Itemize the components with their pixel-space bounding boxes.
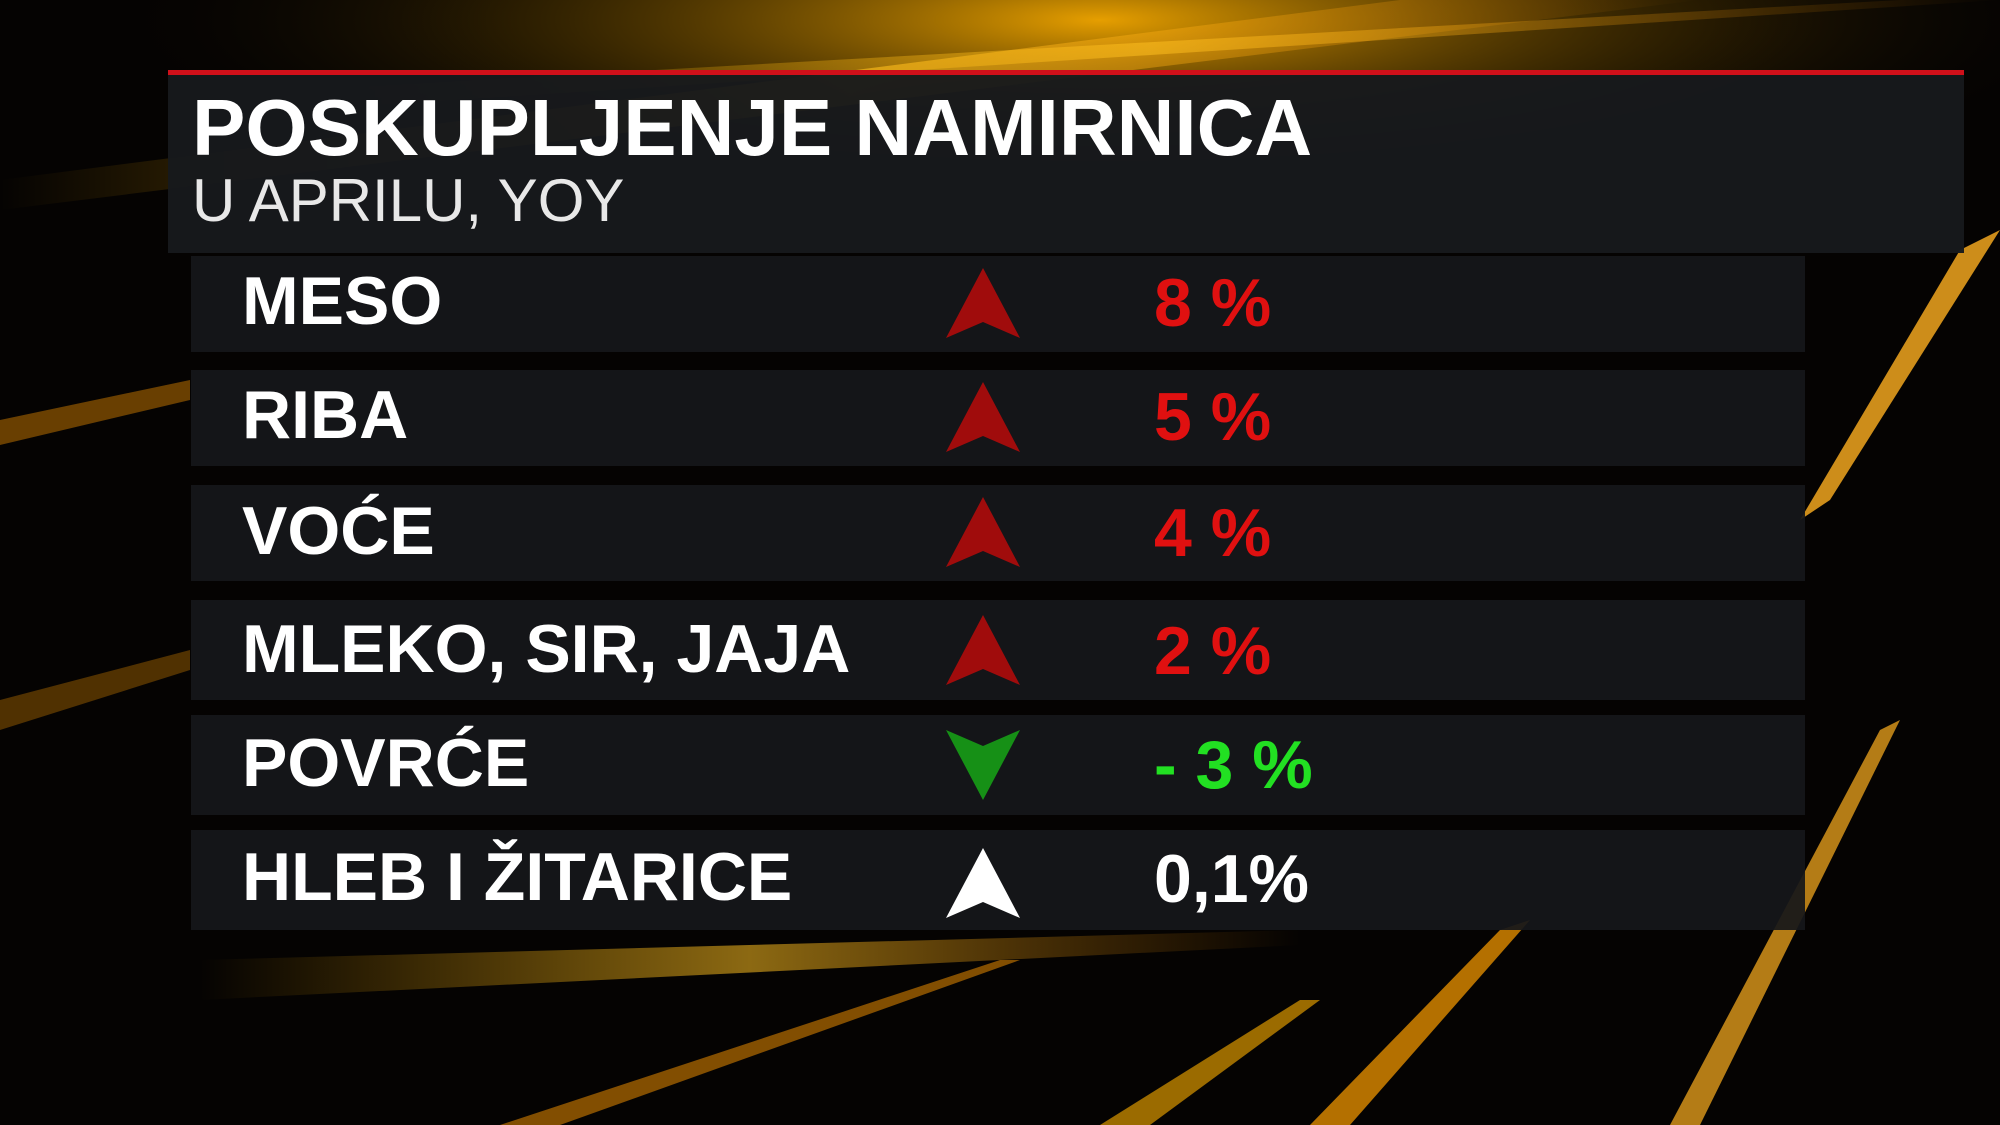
- row-label: RIBA: [242, 377, 408, 453]
- row-value: 4 %: [1154, 495, 1271, 571]
- table: MESO 8 % RIBA 5 % VOĆE 4 % MLEKO, SIR, J…: [191, 256, 1805, 930]
- row-value: 0,1%: [1154, 841, 1309, 917]
- up-arrow: [946, 497, 1020, 567]
- row-value: 2 %: [1154, 613, 1271, 689]
- up-arrow: [946, 615, 1020, 685]
- neutral-arrow: [946, 848, 1020, 918]
- header-accent: [168, 70, 1964, 75]
- row-value: - 3 %: [1154, 727, 1313, 803]
- table-row: HLEB I ŽITARICE 0,1%: [191, 830, 1805, 930]
- up-arrow: [946, 268, 1020, 338]
- row-label: POVRĆE: [242, 725, 529, 801]
- title: POSKUPLJENJE NAMIRNICA: [192, 83, 1312, 172]
- row-label: MESO: [242, 263, 442, 339]
- row-label: HLEB I ŽITARICE: [242, 838, 792, 915]
- subtitle: U APRILU, YOY: [192, 167, 624, 234]
- down-arrow: [946, 730, 1020, 800]
- row-value: 8 %: [1154, 265, 1271, 341]
- up-arrow: [946, 382, 1020, 452]
- table-row: MESO 8 %: [191, 256, 1805, 352]
- row-label: VOĆE: [242, 493, 435, 569]
- table-row: VOĆE 4 %: [191, 485, 1805, 581]
- table-row: POVRĆE - 3 %: [191, 715, 1805, 815]
- table-row: MLEKO, SIR, JAJA 2 %: [191, 600, 1805, 700]
- row-label: MLEKO, SIR, JAJA: [242, 611, 850, 687]
- row-value: 5 %: [1154, 379, 1271, 455]
- header-background: [168, 70, 1964, 253]
- header-panel: POSKUPLJENJE NAMIRNICA U APRILU, YOY: [168, 70, 1964, 253]
- table-row: RIBA 5 %: [191, 370, 1805, 466]
